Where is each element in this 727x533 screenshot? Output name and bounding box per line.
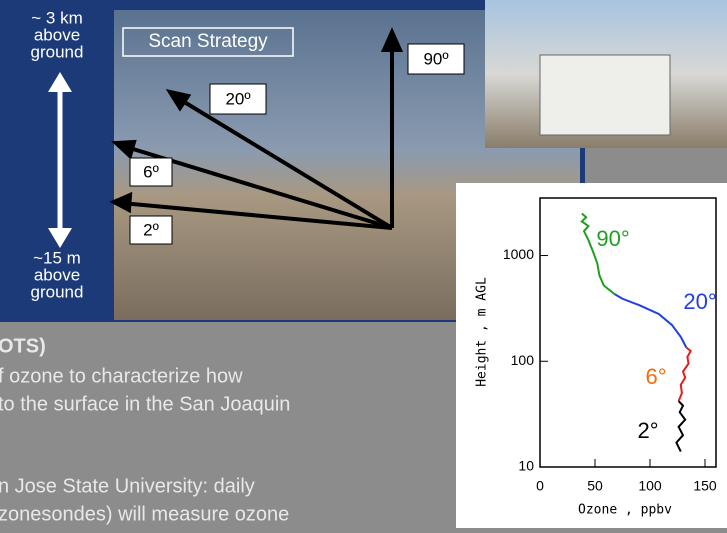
x-tick-label: 100 bbox=[638, 478, 662, 494]
x-axis-label: Ozone , ppbv bbox=[578, 503, 672, 518]
x-tick-label: 0 bbox=[536, 478, 544, 494]
series-label: 2° bbox=[637, 418, 658, 443]
x-tick-label: 150 bbox=[693, 478, 717, 494]
y-tick-label: 10 bbox=[518, 458, 534, 474]
top-label: ground bbox=[31, 42, 84, 61]
body-text: OTS) bbox=[0, 335, 46, 357]
body-text: n Jose State University: daily bbox=[0, 475, 255, 497]
series-label: 90° bbox=[596, 226, 629, 251]
slide: ~ 3 km above ground ~15 m above ground S… bbox=[0, 0, 727, 528]
truck-body bbox=[540, 55, 670, 135]
body-text: to the surface in the San Joaquin bbox=[0, 393, 290, 415]
y-axis-label: Height , m AGL bbox=[475, 277, 490, 387]
angle-label: 90º bbox=[423, 49, 448, 68]
angle-label: 2º bbox=[143, 220, 159, 239]
y-tick-label: 100 bbox=[511, 352, 535, 368]
scan-title: Scan Strategy bbox=[148, 31, 268, 52]
bottom-label: ground bbox=[31, 282, 84, 301]
series-label: 6° bbox=[645, 364, 666, 389]
x-tick-label: 50 bbox=[587, 478, 603, 494]
y-tick-label: 1000 bbox=[503, 246, 534, 262]
body-text: zonesondes) will measure ozone bbox=[0, 503, 289, 525]
chart-bg bbox=[456, 183, 727, 528]
angle-label: 20º bbox=[225, 89, 250, 108]
body-text: f ozone to characterize how bbox=[0, 365, 243, 387]
series-label: 20° bbox=[683, 289, 716, 314]
angle-label: 6º bbox=[143, 162, 159, 181]
